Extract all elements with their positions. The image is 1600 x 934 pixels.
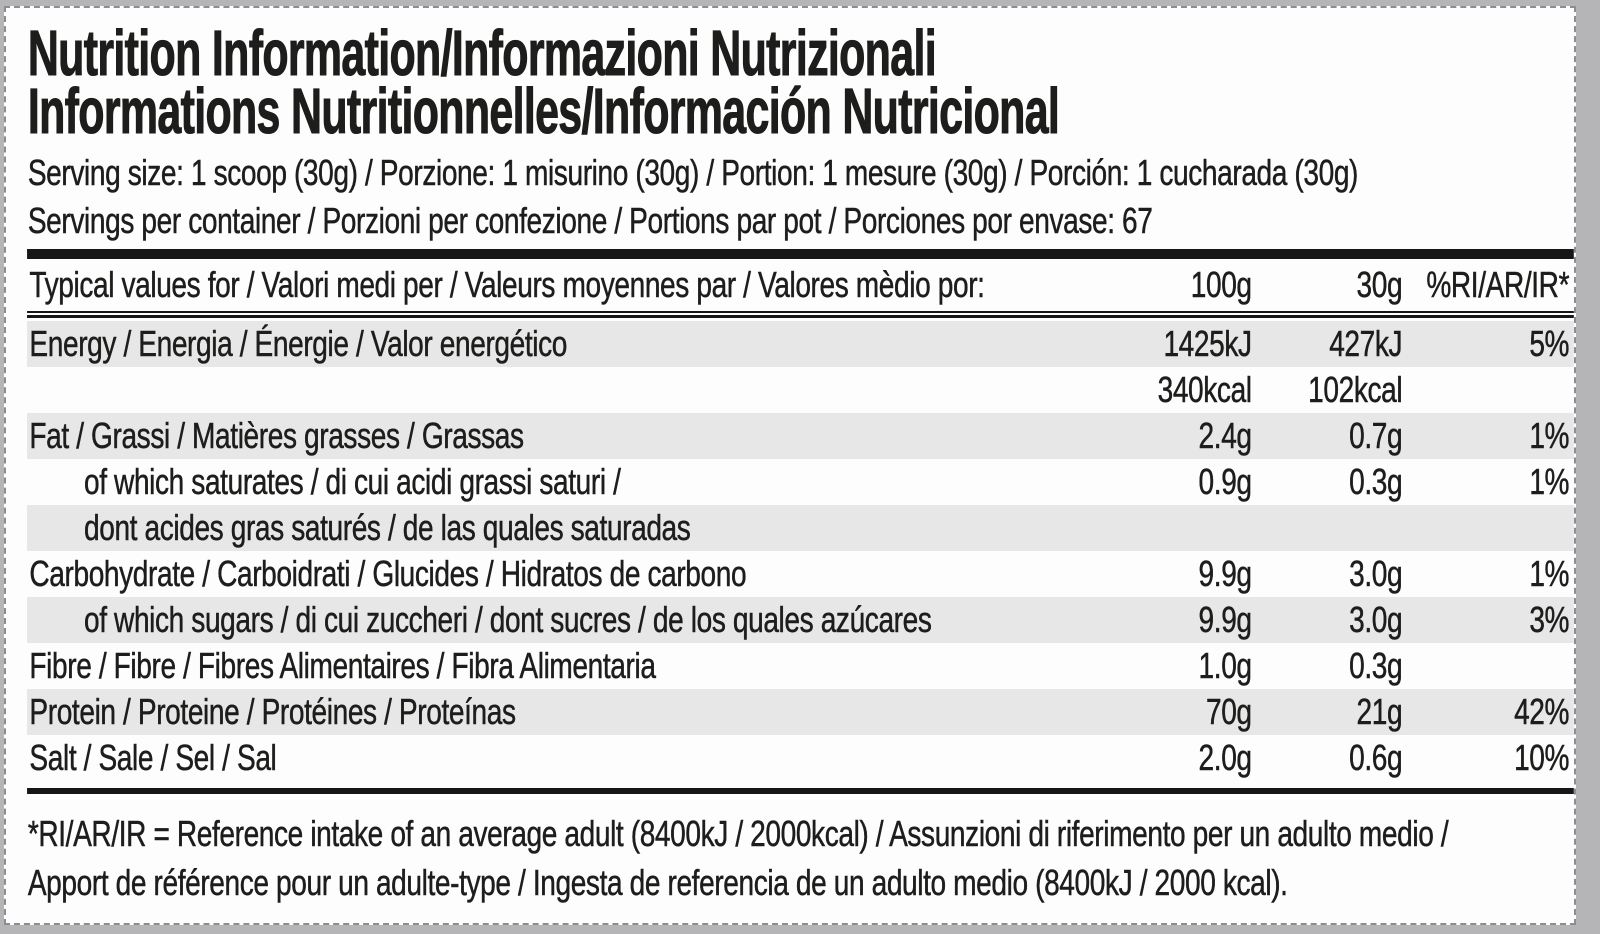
column-header-100g: 100g [1190,264,1253,306]
servings-per-container-line: Servings per container / Porzioni per co… [27,200,1153,242]
row-value-100g: 9.9g [1198,599,1252,641]
table-row-energy-kcal: 340kcal 102kcal [27,367,1574,413]
row-value-ri: 3% [1529,599,1570,641]
table-row-protein: Protein / Proteine / Protéines / Proteín… [27,689,1574,735]
top-divider-bar [27,249,1574,259]
row-name: of which saturates / di cui acidi grassi… [84,461,621,503]
row-name: Protein / Proteine / Protéines / Proteín… [29,691,516,733]
row-value-30g: 0.3g [1349,645,1403,687]
bottom-divider-bar [27,788,1574,794]
column-header-30g: 30g [1356,264,1403,306]
row-value-100g: 1.0g [1198,645,1252,687]
row-value-ri: 1% [1529,461,1570,503]
row-name: Salt / Sale / Sel / Sal [29,737,277,779]
row-value-100g: 1425kJ [1163,323,1252,365]
column-header-typical-values: Typical values for / Valori medi per / V… [29,264,985,306]
row-value-100g: 2.4g [1198,415,1252,457]
row-value-30g: 0.7g [1349,415,1403,457]
row-value-30g: 102kcal [1308,369,1403,411]
row-value-ri: 5% [1529,323,1570,365]
table-row-saturates: of which saturates / di cui acidi grassi… [27,459,1574,505]
table-row-salt: Salt / Sale / Sel / Sal 2.0g 0.6g 10% [27,735,1574,781]
table-row-sugars: of which sugars / di cui zuccheri / dont… [27,597,1574,643]
reference-intake-footnote: *RI/AR/IR = Reference intake of an avera… [27,813,1449,904]
row-value-100g: 2.0g [1198,737,1252,779]
row-value-30g: 427kJ [1329,323,1403,365]
row-value-30g: 0.6g [1349,737,1403,779]
row-value-30g: 3.0g [1349,599,1403,641]
row-name: dont acides gras saturés / de las quales… [84,507,691,549]
table-row-fat: Fat / Grassi / Matières grasses / Grassa… [27,413,1574,459]
row-value-30g: 21g [1356,691,1403,733]
row-value-ri: 42% [1514,691,1570,733]
row-value-100g: 340kcal [1157,369,1252,411]
row-value-30g: 3.0g [1349,553,1403,595]
title-line-2: Informations Nutritionnelles/Información… [27,75,1060,147]
row-name: Carbohydrate / Carboidrati / Glucides / … [29,553,747,595]
table-row-fibre: Fibre / Fibre / Fibres Alimentaires / Fi… [27,643,1574,689]
row-name: Fibre / Fibre / Fibres Alimentaires / Fi… [29,645,656,687]
row-name: Energy / Energia / Énergie / Valor energ… [29,323,568,365]
serving-size-line: Serving size: 1 scoop (30g) / Porzione: … [27,152,1359,194]
row-name: Fat / Grassi / Matières grasses / Grassa… [29,415,524,457]
table-header-row: Typical values for / Valori medi per / V… [27,259,1574,311]
row-value-100g: 0.9g [1198,461,1252,503]
column-header-ri-ar-ir: %RI/AR/IR* [1426,264,1570,306]
label-title: Nutrition Information/Informazioni Nutri… [27,17,1358,147]
row-name: of which sugars / di cui zuccheri / dont… [84,599,932,641]
nutrition-table-body: Energy / Energia / Énergie / Valor energ… [6,321,1574,781]
table-row-carbohydrate: Carbohydrate / Carboidrati / Glucides / … [27,551,1574,597]
row-value-ri: 10% [1514,737,1570,779]
table-row-energy: Energy / Energia / Énergie / Valor energ… [27,321,1574,367]
row-value-ri: 1% [1529,553,1570,595]
row-value-100g: 9.9g [1198,553,1252,595]
header-divider-rule [27,311,1574,318]
row-value-ri: 1% [1529,415,1570,457]
row-value-30g: 0.3g [1349,461,1403,503]
table-row-saturates-continued: dont acides gras saturés / de las quales… [27,505,1574,551]
label-content: Nutrition Information/Informazioni Nutri… [6,8,1574,907]
row-value-100g: 70g [1205,691,1252,733]
nutrition-label-card: Nutrition Information/Informazioni Nutri… [4,6,1576,925]
title-line-1: Nutrition Information/Informazioni Nutri… [27,17,937,89]
